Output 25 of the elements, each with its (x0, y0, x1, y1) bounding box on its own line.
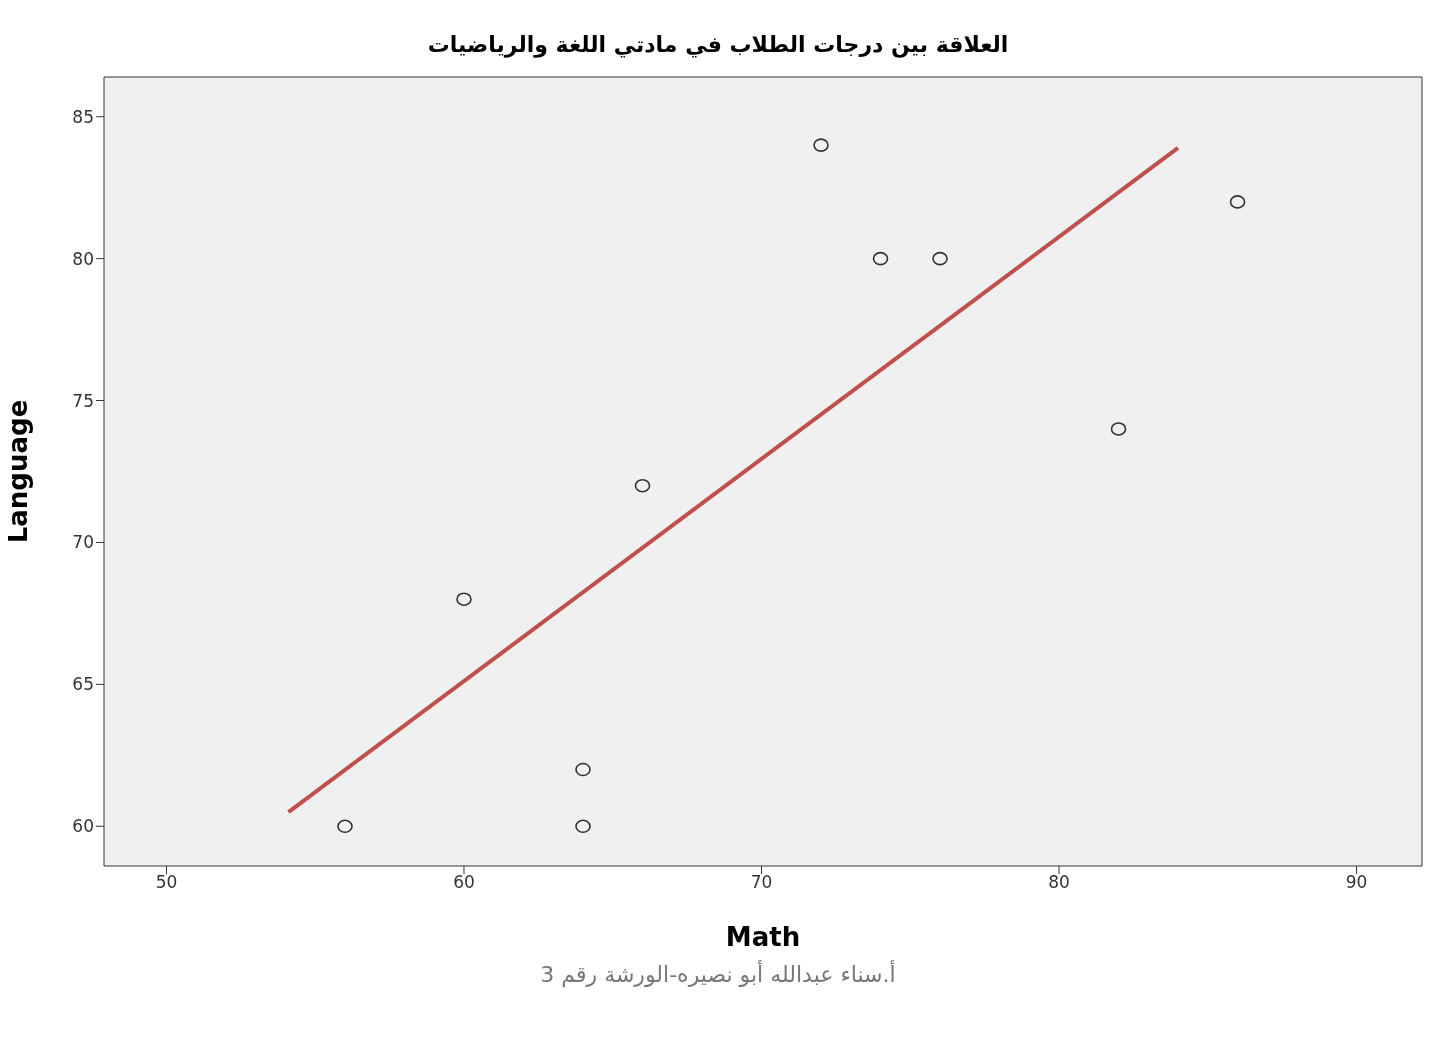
point (575, 819, 591, 834)
x-axis-title: Math (725, 922, 801, 952)
point (872, 251, 889, 266)
y-tick-label: 70 (72, 532, 94, 553)
point (634, 478, 651, 493)
x-tick-label: 90 (1345, 872, 1368, 893)
x-tick-label: 60 (453, 872, 475, 893)
y-tick-label: 85 (72, 106, 94, 127)
y-tick-label: 75 (72, 390, 94, 411)
x-tick-label: 80 (1048, 872, 1070, 893)
point (813, 138, 829, 152)
point (575, 762, 591, 777)
y-tick-label: 80 (72, 248, 94, 269)
y-tick-label: 60 (72, 816, 94, 837)
x-tick-label: 70 (750, 872, 773, 893)
point (1229, 195, 1246, 209)
x-tick-label: 50 (155, 872, 178, 893)
y-tick-label: 65 (72, 674, 94, 695)
y-axis-title: Language (3, 399, 34, 544)
point (456, 592, 472, 607)
point (932, 251, 948, 266)
chart-title: العلاقة بين درجات الطلاب في مادتي اللغة والرياضيات (426, 31, 1010, 60)
point (337, 819, 353, 834)
text: أ.سناء عبدالله أبو نصيره-الورشة رقم 3 (539, 962, 897, 987)
point (1110, 422, 1127, 436)
